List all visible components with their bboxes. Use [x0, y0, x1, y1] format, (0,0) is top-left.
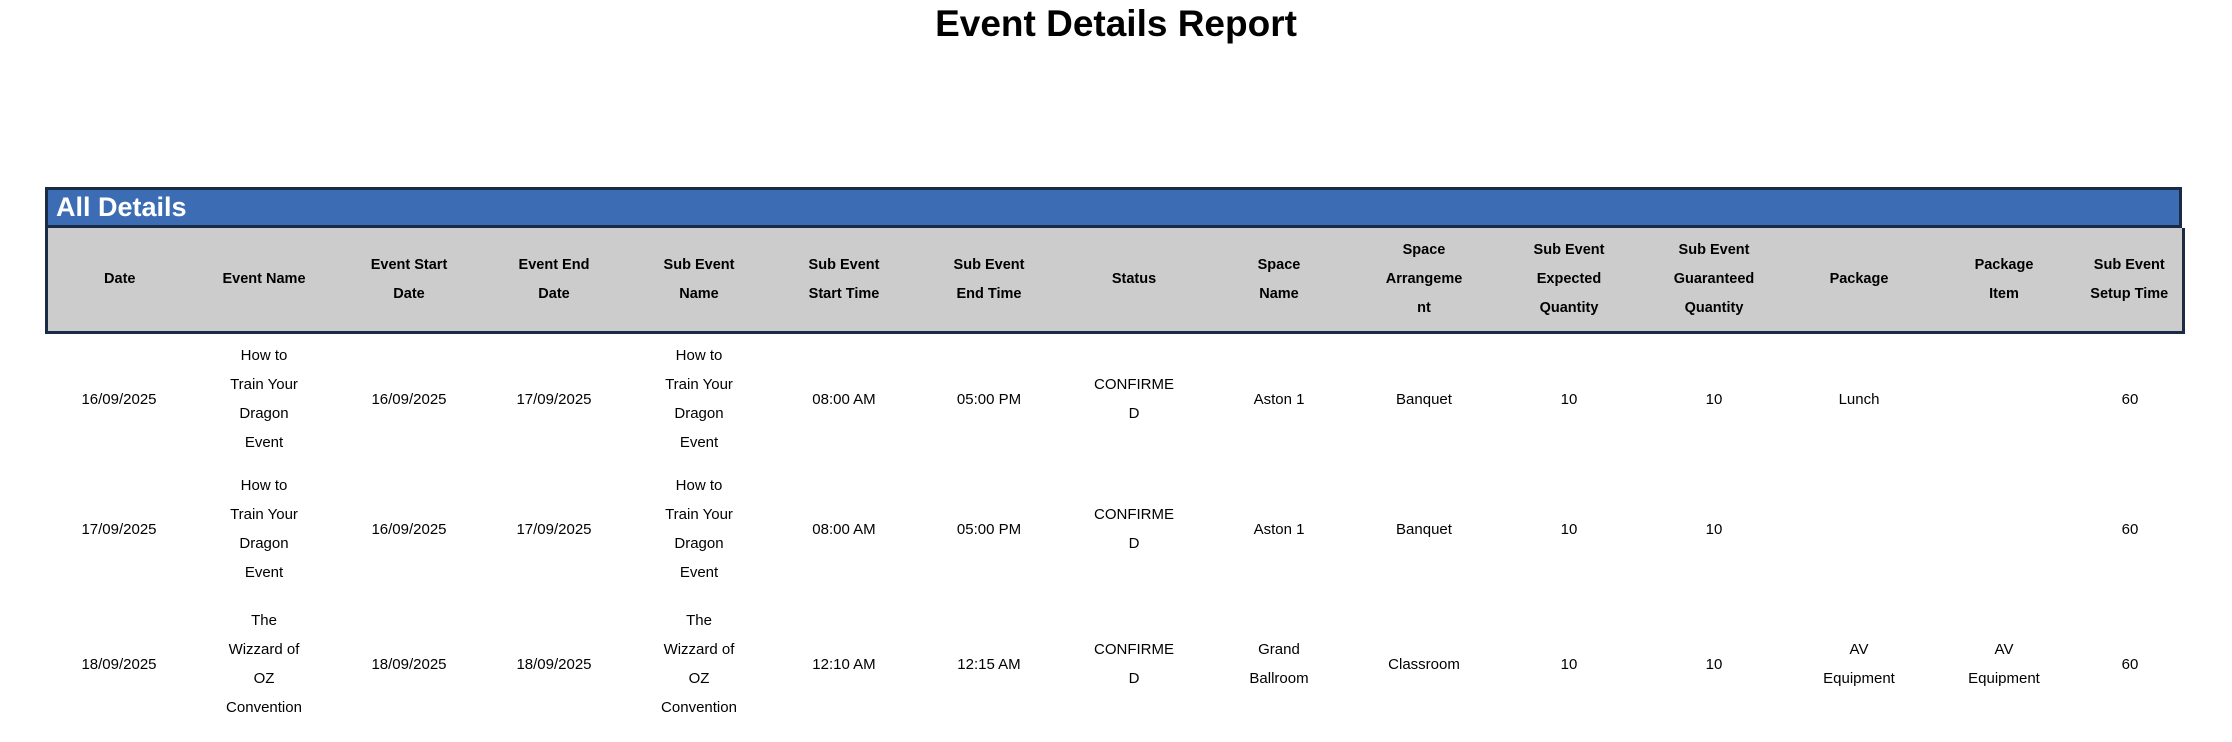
table-cell: [1786, 464, 1932, 594]
table-cell: CONFIRMED: [1061, 332, 1207, 464]
column-header: Sub Event Guaranteed Quantity: [1641, 228, 1787, 333]
column-header: Event End Date: [481, 228, 627, 333]
table-cell: 10: [1641, 464, 1787, 594]
table-cell: 10: [1496, 594, 1642, 734]
header-row: Date Event Name Event Start Date Event End …: [45, 228, 2185, 333]
table-cell: 10: [1641, 332, 1787, 464]
table-cell: [1931, 464, 2077, 594]
details-section: All Details Date Event Name Event Start Da…: [45, 187, 2185, 734]
table-cell: Aston 1: [1206, 464, 1352, 594]
table-cell: 05:00 PM: [916, 332, 1062, 464]
table-cell: How to Train Your Dragon Event: [626, 464, 772, 594]
table-cell: 10: [1496, 332, 1642, 464]
column-header: Package: [1786, 228, 1932, 333]
table-cell: 16/09/2025: [336, 332, 482, 464]
table-row: 16/09/2025 How to Train Your Dragon Event…: [46, 332, 2184, 464]
column-header: Date: [45, 228, 192, 333]
table-cell: 16/09/2025: [336, 464, 482, 594]
table-cell: 08:00 AM: [771, 464, 917, 594]
table-cell: CONFIRMED: [1061, 464, 1207, 594]
column-header: Sub Event End Time: [916, 228, 1062, 333]
table-cell: 12:10 AM: [771, 594, 917, 734]
table-cell: AV Equipment: [1931, 594, 2077, 734]
column-header: Event Name: [191, 228, 337, 333]
table-cell: 18/09/2025: [336, 594, 482, 734]
table-cell: 17/09/2025: [481, 464, 627, 594]
table-cell: 18/09/2025: [481, 594, 627, 734]
section-header-band: All Details: [45, 187, 2182, 228]
column-header: Sub Event Name: [626, 228, 772, 333]
table-cell: Grand Ballroom: [1206, 594, 1352, 734]
table-cell: AV Equipment: [1786, 594, 1932, 734]
table-cell: 10: [1496, 464, 1642, 594]
table-cell: Banquet: [1351, 464, 1497, 594]
details-table: Date Event Name Event Start Date Event End …: [45, 228, 2185, 734]
table-cell: CONFIRMED: [1061, 594, 1207, 734]
table-cell: 10: [1641, 594, 1787, 734]
table-cell: Classroom: [1351, 594, 1497, 734]
column-header: Space Arrangement: [1351, 228, 1497, 333]
column-header: Status: [1061, 228, 1207, 333]
table-cell: Lunch: [1786, 332, 1932, 464]
table-head: Date Event Name Event Start Date Event End …: [45, 228, 2185, 333]
column-header: Sub Event Setup Time: [2076, 228, 2185, 333]
section-title: All Details: [56, 192, 187, 222]
table-cell: The Wizzard of OZ Convention: [626, 594, 772, 734]
column-header: Space Name: [1206, 228, 1352, 333]
table-cell: 60: [2076, 464, 2184, 594]
table-cell: [1931, 332, 2077, 464]
table-cell: 08:00 AM: [771, 332, 917, 464]
table-row: 17/09/2025 How to Train Your Dragon Event…: [46, 464, 2184, 594]
table-cell: 16/09/2025: [46, 332, 192, 464]
column-header: Event Start Date: [336, 228, 482, 333]
table-body: 16/09/2025 How to Train Your Dragon Event…: [46, 332, 2184, 734]
table-cell: 60: [2076, 332, 2184, 464]
table-cell: Banquet: [1351, 332, 1497, 464]
table-cell: 12:15 AM: [916, 594, 1062, 734]
table-cell: The Wizzard of OZ Convention: [191, 594, 337, 734]
page-title: Event Details Report: [935, 3, 1297, 44]
column-header: Package Item: [1931, 228, 2077, 333]
table-cell: 17/09/2025: [481, 332, 627, 464]
table-cell: 60: [2076, 594, 2184, 734]
table-cell: 18/09/2025: [46, 594, 192, 734]
column-header: Sub Event Expected Quantity: [1496, 228, 1642, 333]
table-row: 18/09/2025 The Wizzard of OZ Convention 18…: [46, 594, 2184, 734]
table-cell: Aston 1: [1206, 332, 1352, 464]
column-header: Sub Event Start Time: [771, 228, 917, 333]
table-cell: How to Train Your Dragon Event: [191, 464, 337, 594]
table-cell: 17/09/2025: [46, 464, 192, 594]
table-cell: 05:00 PM: [916, 464, 1062, 594]
table-cell: How to Train Your Dragon Event: [191, 332, 337, 464]
table-cell: How to Train Your Dragon Event: [626, 332, 772, 464]
